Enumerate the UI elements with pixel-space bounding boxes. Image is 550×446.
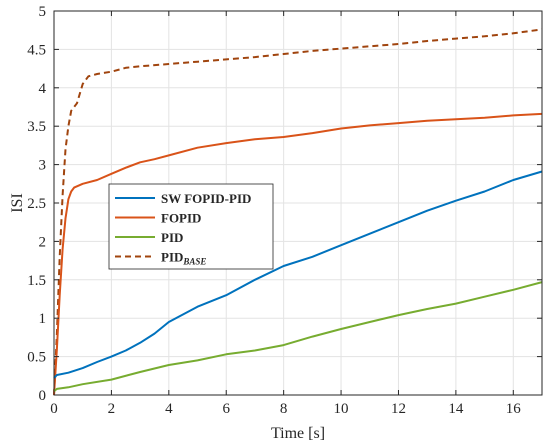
legend-label-subscript: BASE [182, 257, 206, 267]
y-axis-label: ISI [9, 193, 26, 213]
y-tick-label: 2.5 [27, 196, 46, 212]
y-tick-label: 1 [39, 311, 47, 327]
x-tick-label: 2 [108, 401, 116, 417]
y-tick-label: 4 [39, 81, 47, 97]
x-tick-label: 4 [165, 401, 173, 417]
series-line-0 [53, 170, 543, 379]
y-tick-label: 0.5 [27, 350, 46, 366]
x-tick-label: 10 [334, 401, 349, 417]
grid [53, 10, 542, 396]
series-lines [53, 28, 543, 396]
x-axis-label: Time [s] [271, 425, 325, 442]
x-tick-label: 16 [506, 401, 522, 417]
x-tick-label: 14 [448, 401, 464, 417]
x-tick-label: 12 [391, 401, 406, 417]
y-tick-label: 5 [39, 4, 47, 20]
legend-label: FOPID [161, 211, 201, 226]
series-line-3 [53, 28, 543, 396]
legend-label: SW FOPID-PID [161, 191, 251, 206]
x-tick-label: 0 [50, 401, 58, 417]
y-tick-label: 4.5 [27, 42, 46, 58]
axis-ticks: 0 2 4 6 8 10 12 14 16 0 0.5 1 1.5 2 2.5 3 3.5 4 4.5 5 [27, 4, 542, 417]
y-tick-label: 3 [39, 158, 47, 174]
y-tick-label: 0 [39, 388, 47, 404]
y-tick-label: 2 [39, 234, 47, 250]
y-tick-label: 3.5 [27, 119, 46, 135]
legend-label: PID [161, 230, 183, 245]
series-line-2 [53, 281, 543, 392]
series-line-1 [53, 112, 543, 396]
y-tick-label: 1.5 [27, 273, 46, 289]
x-tick-label: 6 [222, 401, 230, 417]
x-tick-label: 8 [280, 401, 288, 417]
